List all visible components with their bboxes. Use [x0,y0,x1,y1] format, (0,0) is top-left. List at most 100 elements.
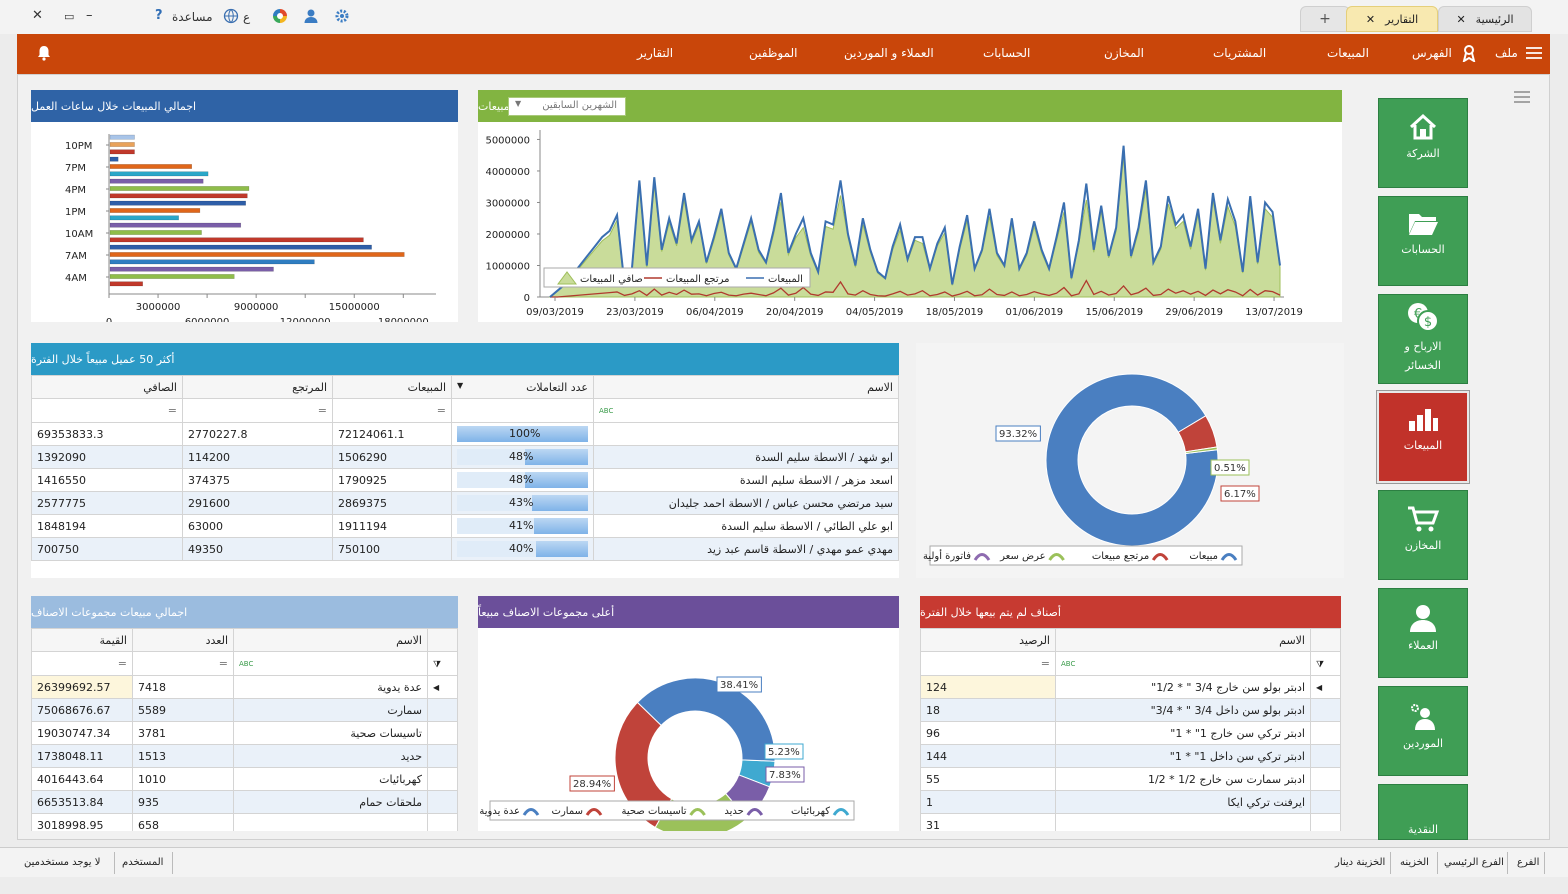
table-row[interactable]: 55 ادبتر سمارت سن خارج 1/2 * 1/2 [920,767,1341,791]
group-name-cell: عدة يدوية [233,675,428,699]
x-tick-label: 9000000 [234,302,279,313]
count-progress-cell: 48% [451,468,594,492]
row-indicator [427,790,458,814]
item-name-cell: ايرفنت تركي ايكا [1055,790,1311,814]
language-label[interactable]: ع [243,10,251,24]
data-label: 7.83% [769,770,801,781]
user-icon[interactable] [303,8,319,28]
menu-item-stores[interactable]: المخازن [1104,46,1144,60]
tile-customers[interactable]: العملاء [1378,588,1468,678]
table-row[interactable]: 19030747.34 3781 تاسيسات صحية [31,721,458,745]
table-row[interactable]: 26399692.57 7418 عدة يدوية ◀ [31,675,458,699]
ribbon-icon[interactable] [1462,44,1476,65]
filter-cell[interactable]: ABC [1055,651,1311,676]
legend-label: كهربائيات [791,806,830,817]
table-row[interactable]: 700750 49350 750100 40% مهدي عمو مهدي / الاس… [31,537,899,561]
help-icon[interactable]: ? [155,8,163,23]
tab-reports[interactable]: التقارير ✕ [1346,6,1438,32]
restore-window-icon[interactable]: ▭ [64,10,75,23]
tab-home[interactable]: الرئيسية ✕ [1438,6,1532,32]
column-header-net[interactable]: الصافي [31,375,183,399]
bar-chart-icon [1409,409,1438,431]
menu-item-purchases[interactable]: المشتريات [1213,46,1267,60]
column-header-name[interactable]: الاسم [593,375,899,399]
close-tab-icon[interactable]: ✕ [1456,12,1466,26]
column-header-name[interactable]: الاسم [1055,628,1311,652]
column-header-returns[interactable]: المرتجع [182,375,333,399]
menu-index[interactable]: الفهرس [1412,46,1452,60]
notifications-bell-icon[interactable] [37,45,51,64]
column-header-sales[interactable]: المبيعات [332,375,452,399]
tile-cash[interactable]: النقدية [1378,784,1468,840]
column-header-count[interactable]: العدد [132,628,234,652]
table-row[interactable]: 2577775 291600 2869375 43% سيد مرتضي محسن عب… [31,491,899,515]
filter-cell[interactable]: = [182,398,333,423]
column-header-name[interactable]: الاسم [233,628,428,652]
hours-bar-chart: 4AM 7AM 10AM 1PM 4PM 7PM 10PM 0 3000000 6000000 90… [65,134,436,322]
filter-cell[interactable] [451,398,594,423]
table-row[interactable]: 31 [920,813,1341,831]
help-label[interactable]: مساعدة [172,10,213,24]
panel-title: أكثر 50 عميل مبيعاً خلال الفترة [31,352,175,366]
table-row[interactable]: 1416550 374375 1790925 48% اسعد مزهر / الاسط… [31,468,899,492]
filter-cell[interactable]: = [332,398,452,423]
filter-equals-icon: = [167,404,177,417]
filter-cell[interactable]: = [920,651,1056,676]
menu-item-customers-suppliers[interactable]: العملاء و الموردين [844,46,934,60]
table-row[interactable]: 69353833.3 2770227.8 72124061.1 100% [31,422,899,446]
table-row[interactable]: 124 ادبتر بولو سن خارج 3/4 " * 1/2" ◀ [920,675,1341,699]
panel-header: أكثر 50 عميل مبيعاً خلال الفترة [31,343,899,375]
table-row[interactable]: 1392090 114200 1506290 48% ابو شهد / الاسطة … [31,445,899,469]
tile-profit-loss[interactable]: € $ الارباح و الخسائر [1378,294,1468,384]
legend-swatch [973,553,991,561]
hour-bar [109,237,364,243]
tile-company[interactable]: الشركة [1378,98,1468,188]
period-select[interactable]: الشهرين السابقين ▼ [508,97,626,116]
close-tab-icon[interactable]: ✕ [1365,12,1376,26]
language-globe-icon[interactable] [223,8,239,28]
filter-cell[interactable]: = [132,651,234,676]
tile-sales[interactable]: المبيعات [1376,390,1470,484]
column-header-count[interactable]: عدد التعاملات ▼ [451,375,594,399]
net-cell: 1848194 [31,514,183,538]
legend-swatch [746,808,764,816]
tile-suppliers[interactable]: الموردين [1378,686,1468,776]
filter-funnel-icon: ⧩ [1316,660,1325,670]
count-cell: 5589 [132,698,234,722]
minimize-window-icon[interactable]: – [86,8,93,23]
tile-stores[interactable]: المخازن [1378,490,1468,580]
settings-gear-icon[interactable] [334,8,350,28]
table-row[interactable]: 4016443.64 1010 كهربائيات [31,767,458,791]
table-row[interactable]: 3018998.95 658 [31,813,458,831]
table-row[interactable]: 1848194 63000 1911194 41% ابو علي الطائي / ا… [31,514,899,538]
menu-item-sales[interactable]: المبيعات [1327,46,1369,60]
filter-cell[interactable]: = [31,398,183,423]
menu-item-employees[interactable]: الموظفين [749,46,798,60]
table-row[interactable]: 18 ادبتر بولو سن داخل 3/4 " * 3/4" [920,698,1341,722]
table-row[interactable]: 75068676.67 5589 سمارت [31,698,458,722]
divider [1507,852,1508,874]
table-row[interactable]: 96 ادبتر تركي سن خارج 1" * 1" [920,721,1341,745]
column-header-balance[interactable]: الرصيد [920,628,1056,652]
table-row[interactable]: 1738048.11 1513 حديد [31,744,458,768]
filter-cell[interactable]: = [31,651,133,676]
table-row[interactable]: 1 ايرفنت تركي ايكا [920,790,1341,814]
filter-cell[interactable]: ABC [593,398,899,423]
close-window-icon[interactable]: ✕ [32,8,43,23]
tile-label: العملاء [1408,639,1438,652]
column-header-value[interactable]: القيمة [31,628,133,652]
hamburger-menu-icon[interactable] [1525,46,1543,63]
table-row[interactable]: 6653513.84 935 ملحقات حمام [31,790,458,814]
legend-swatch [1151,553,1169,561]
menu-item-accounts[interactable]: الحسابات [983,46,1031,60]
sales-cell: 1506290 [332,445,452,469]
menu-file[interactable]: ملف [1495,46,1518,60]
side-menu-toggle-icon[interactable] [1514,91,1530,106]
theme-icon[interactable] [272,8,288,28]
legend-swatch [585,808,603,816]
new-tab-button[interactable]: + [1300,6,1350,32]
menu-item-reports[interactable]: التقارير [637,46,674,60]
tile-accounts[interactable]: الحسابات [1378,196,1468,286]
filter-cell[interactable]: ABC [233,651,428,676]
table-row[interactable]: 144 ادبتر تركي سن داخل 1" * 1" [920,744,1341,768]
